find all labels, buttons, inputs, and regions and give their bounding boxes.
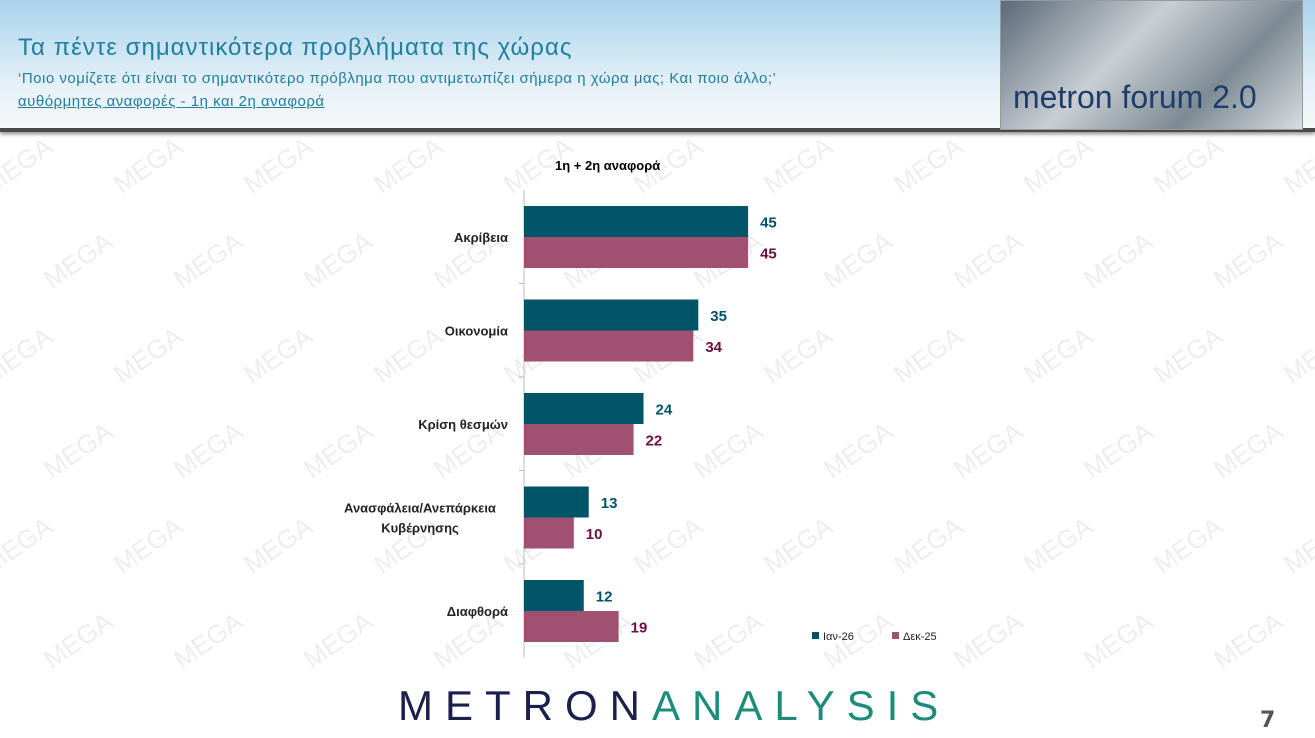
legend-swatch [812,632,819,639]
bar [524,206,749,237]
legend-label: Δεκ-25 [903,631,937,643]
data-label: 34 [705,339,722,356]
data-label: 19 [631,620,648,637]
chart-title: 1η + 2η αναφορά [555,158,661,173]
legend-label: Ιαν-26 [823,631,854,643]
logo-text: metron forum 2.0 [1013,79,1257,115]
bar [524,580,584,611]
bar [524,393,644,424]
metron-analysis-logo: METRONANALYSIS [398,682,951,729]
bar [524,517,574,549]
metron-forum-logo: metron forum 2.0 [1000,0,1303,130]
page-number: 7 [1260,708,1276,733]
data-label: 13 [601,495,618,512]
bar [524,299,699,331]
category-label: Ανασφάλεια/Ανεπάρκεια [344,500,496,515]
category-label: Οικονομία [445,323,508,338]
legend-swatch [892,632,899,639]
bar [524,424,634,455]
page-title: Τα πέντε σημαντικότερα προβλήματα της χώ… [18,34,573,61]
bar [524,486,589,518]
data-label: 12 [596,589,613,606]
data-label: 35 [710,308,727,325]
category-label: Κυβέρνησης [381,520,459,535]
subtitle: αυθόρμητες αναφορές - 1η και 2η αναφορά [18,93,325,110]
question-text: ‘Ποιο νομίζετε ότι είναι το σημαντικότερ… [18,70,777,87]
bar [524,237,749,268]
data-label: 45 [760,246,777,263]
header: Τα πέντε σημαντικότερα προβλήματα της χώ… [0,0,1315,132]
data-label: 45 [760,215,777,232]
data-label: 22 [646,433,663,450]
data-label: 10 [586,526,603,543]
bar [524,330,694,362]
bar [524,611,619,642]
category-label: Ακρίβεια [454,230,508,245]
category-label: Κρίση θεσμών [418,417,508,432]
category-label: Διαφθορά [447,604,508,619]
data-label: 24 [656,402,673,419]
